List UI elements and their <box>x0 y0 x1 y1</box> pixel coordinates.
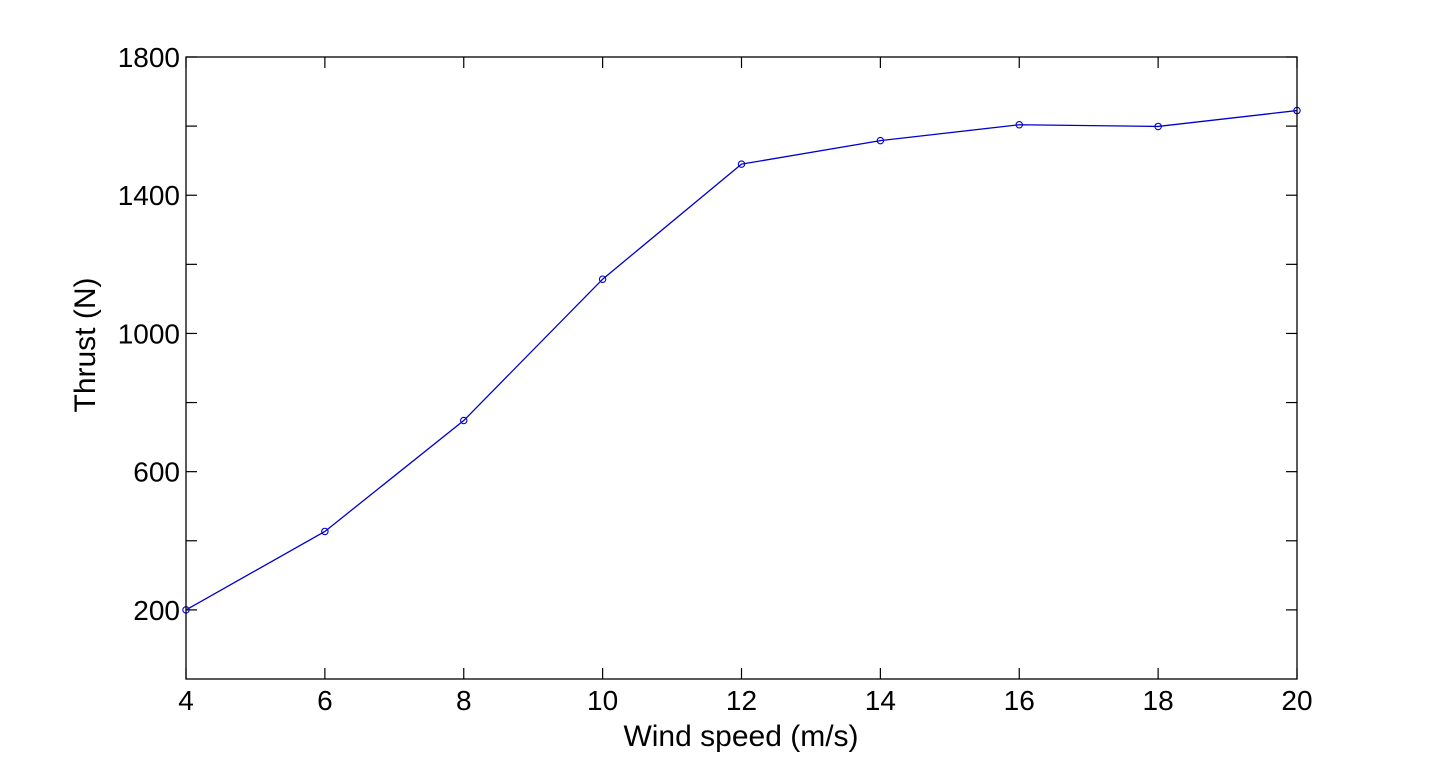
data-point-marker <box>876 136 885 145</box>
x-tick-label: 8 <box>456 685 472 716</box>
y-tick-label: 1000 <box>118 318 180 349</box>
series-layer <box>182 106 1301 614</box>
y-axis-label: Thrust (N) <box>69 278 102 413</box>
labels-layer: 4 6 8 10 12 14 16 18 20 200 600 1000 1400 1800 <box>118 42 1313 716</box>
x-tick-label: 10 <box>587 685 618 716</box>
x-tick-label: 6 <box>317 685 333 716</box>
data-point-marker <box>737 160 746 168</box>
data-point-marker <box>459 416 468 425</box>
x-tick-label: 12 <box>726 685 757 716</box>
data-point-marker <box>598 275 607 283</box>
x-tick-label: 14 <box>865 685 896 716</box>
ticks-layer <box>185 56 1298 679</box>
x-axis-label: Wind speed (m/s) <box>623 720 858 753</box>
y-tick-label: 200 <box>133 595 180 626</box>
data-point-marker <box>1154 122 1162 131</box>
y-tick-label: 600 <box>133 457 180 488</box>
x-tick-label: 4 <box>178 685 194 716</box>
plot-frame <box>185 56 1298 680</box>
x-tick-label: 18 <box>1143 685 1174 716</box>
x-tick-label: 16 <box>1004 685 1035 716</box>
y-tick-label: 1400 <box>118 180 180 211</box>
data-point-marker <box>1015 120 1023 129</box>
x-tick-label: 20 <box>1281 685 1312 716</box>
series-line <box>185 109 1298 611</box>
data-point-marker <box>321 527 329 536</box>
y-tick-label: 1800 <box>118 42 180 73</box>
